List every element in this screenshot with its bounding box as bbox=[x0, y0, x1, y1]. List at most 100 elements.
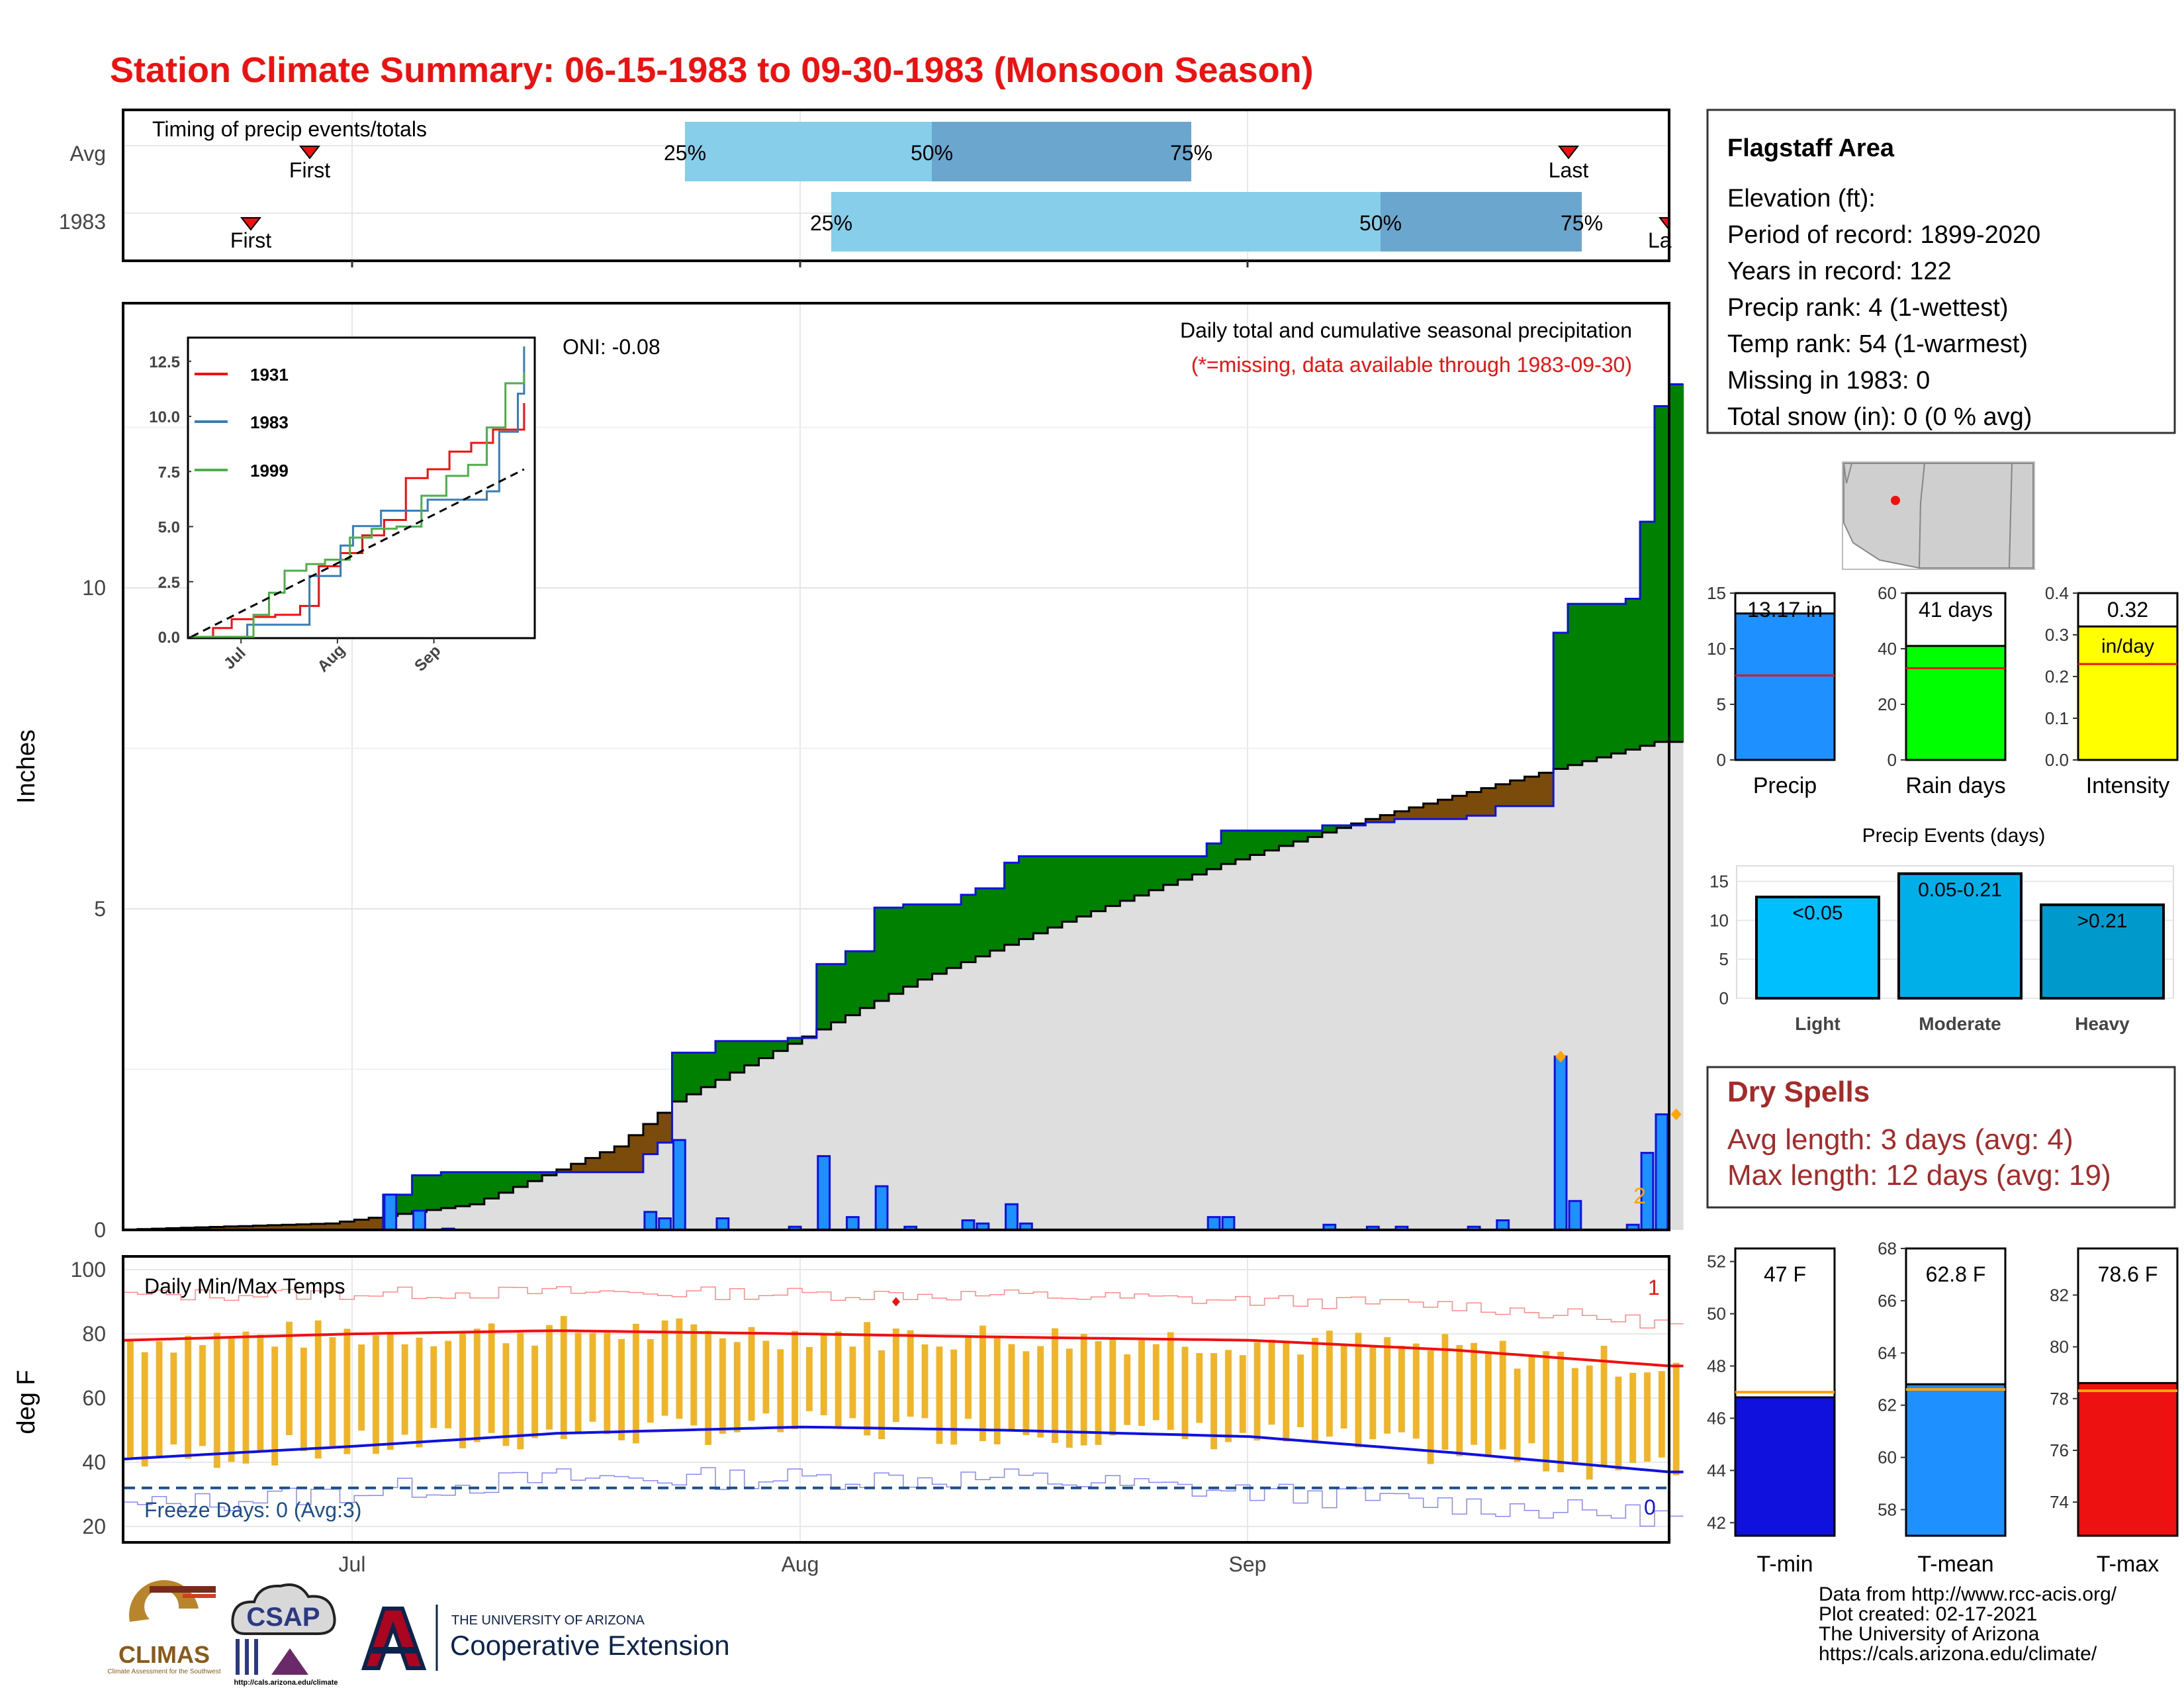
deficit-area bbox=[585, 1158, 600, 1172]
daily-temp-bar bbox=[1283, 1340, 1290, 1442]
daily-temp-bar bbox=[979, 1325, 986, 1441]
csap-rain bbox=[236, 1639, 240, 1675]
last-marker-avg bbox=[1557, 146, 1580, 160]
surplus-area bbox=[788, 1038, 803, 1044]
timing-label: Timing of precip events/totals bbox=[152, 117, 427, 141]
temp-summary-label: T-max bbox=[2097, 1552, 2159, 1577]
temp-ytick: 60 bbox=[82, 1386, 106, 1410]
temp-ylabel: deg F bbox=[13, 1370, 40, 1434]
avg-max-line bbox=[122, 1329, 1684, 1368]
daily-temp-bar bbox=[921, 1344, 929, 1419]
inset-normal-line bbox=[191, 468, 525, 638]
daily-temp-bar bbox=[950, 1349, 958, 1445]
surplus-area bbox=[1177, 856, 1193, 880]
precip-panel: 0 5 10 Inches ONI: -0.08 Daily total and… bbox=[13, 302, 1684, 1242]
deficit-area bbox=[657, 1113, 673, 1143]
daily-temp-bar bbox=[1441, 1334, 1449, 1450]
daily-temp-bar bbox=[445, 1340, 452, 1429]
daily-precip-bar bbox=[1221, 1216, 1236, 1231]
daily-temp-bar bbox=[1023, 1351, 1030, 1436]
daily-temp-bar bbox=[185, 1335, 192, 1459]
csap-mountain bbox=[271, 1648, 308, 1675]
summary-ytick: 0.3 bbox=[2045, 625, 2069, 645]
observed-cumulative-line bbox=[123, 383, 1684, 1231]
temp-summary-ytick: 82 bbox=[2050, 1285, 2069, 1305]
surplus-area bbox=[1019, 856, 1034, 939]
daily-temp-bar bbox=[257, 1335, 264, 1452]
record-high-marker bbox=[891, 1297, 900, 1307]
daily-temp-bar bbox=[806, 1346, 813, 1411]
deficit-area bbox=[1481, 788, 1496, 816]
footer-line: https://cals.arizona.edu/climate/ bbox=[1819, 1643, 2097, 1665]
summary-value-text: 0.32 bbox=[2107, 598, 2148, 622]
daily-temp-bar bbox=[574, 1333, 582, 1433]
first-label-avg: First bbox=[289, 158, 330, 182]
info-line: Missing in 1983: 0 bbox=[1727, 367, 1930, 395]
ua-logo: THE UNIVERSITY OF ARIZONA Cooperative Ex… bbox=[361, 1605, 730, 1671]
ua-small-text: THE UNIVERSITY OF ARIZONA bbox=[451, 1613, 645, 1628]
daily-temp-bar bbox=[1152, 1344, 1160, 1421]
daily-temp-bar bbox=[1181, 1346, 1189, 1440]
q50-label-avg: 50% bbox=[911, 141, 953, 165]
deficit-area bbox=[643, 1124, 659, 1154]
temp-panel: Daily Min/Max Temps 1 Freeze Days: 0 (Av… bbox=[13, 1255, 1684, 1576]
csap-logo-text: CSAP bbox=[246, 1603, 320, 1632]
main-ytick-10: 10 bbox=[82, 576, 106, 600]
surplus-area bbox=[1148, 856, 1164, 890]
timing-row-1983: 1983 bbox=[59, 210, 106, 234]
daily-temp-bar bbox=[1210, 1353, 1217, 1450]
map-state-newmexico bbox=[1918, 463, 2013, 569]
surplus-area bbox=[917, 904, 933, 980]
timing-panel: Timing of precip events/totals Avg 1983 … bbox=[59, 109, 1672, 267]
first-marker-avg bbox=[298, 146, 321, 160]
info-line: Temp rank: 54 (1-warmest) bbox=[1727, 330, 2028, 358]
daily-temp-bar bbox=[560, 1316, 567, 1439]
surplus-area bbox=[1553, 632, 1569, 769]
daily-temp-bar bbox=[1471, 1342, 1477, 1445]
deficit-area bbox=[369, 1217, 384, 1230]
surplus-area bbox=[1264, 830, 1279, 851]
info-line: Precip rank: 4 (1-wettest) bbox=[1727, 294, 2008, 322]
timing-1983-quartile-dark bbox=[1381, 192, 1582, 252]
daily-precip-bar bbox=[658, 1217, 672, 1231]
info-line: Total snow (in): 0 (0 % avg) bbox=[1727, 403, 2032, 431]
climas-logo-bar bbox=[150, 1586, 216, 1593]
summary-ytick: 0.0 bbox=[2045, 750, 2069, 770]
daily-precip-bar bbox=[715, 1217, 730, 1231]
temp-summary-ytick: 80 bbox=[2050, 1337, 2069, 1357]
q25-label-avg: 25% bbox=[664, 141, 706, 165]
xtick-jul: Jul bbox=[339, 1552, 366, 1576]
daily-temp-bar bbox=[373, 1335, 379, 1454]
temp-summary-ytick: 58 bbox=[1878, 1500, 1897, 1520]
daily-temp-bar bbox=[314, 1320, 322, 1459]
info-line: Years in record: 122 bbox=[1727, 258, 1952, 285]
daily-temp-bar bbox=[531, 1345, 538, 1438]
climas-logo: CLIMAS Climate Assessment for the Southw… bbox=[107, 1580, 221, 1675]
daily-temp-bar bbox=[286, 1321, 293, 1435]
avg-min-line bbox=[122, 1425, 1684, 1474]
temp-summary-ytick: 44 bbox=[1707, 1460, 1726, 1480]
daily-temp-bar bbox=[589, 1333, 596, 1422]
q50-label-1983: 50% bbox=[1359, 211, 1402, 235]
surplus-area bbox=[946, 904, 962, 968]
daily-temp-bar bbox=[170, 1352, 177, 1445]
main-ylabel: Inches bbox=[13, 729, 40, 804]
daily-temp-bar bbox=[1312, 1338, 1318, 1442]
timing-avg-quartile-light bbox=[685, 122, 932, 181]
record-precip-marker bbox=[1555, 1051, 1567, 1063]
temp-summary-value: 47 F bbox=[1764, 1262, 1806, 1286]
surplus-area bbox=[989, 888, 1005, 951]
event-bar bbox=[2040, 903, 2165, 1000]
daily-precip-bar bbox=[817, 1155, 831, 1231]
ua-a-mark bbox=[361, 1607, 427, 1670]
surplus-area bbox=[1048, 856, 1063, 928]
daily-temp-bar bbox=[1398, 1345, 1405, 1432]
summary-value-bar bbox=[2077, 625, 2179, 761]
info-frame bbox=[1706, 109, 2176, 434]
daily-temp-bar bbox=[618, 1338, 625, 1440]
summary-value-text: 13.17 in bbox=[1747, 598, 1823, 622]
daily-temp-bar bbox=[300, 1347, 307, 1452]
csap-rain bbox=[254, 1639, 258, 1675]
daily-temp-bar bbox=[878, 1350, 885, 1440]
event-bar-text: 0.05-0.21 bbox=[1918, 879, 2002, 901]
